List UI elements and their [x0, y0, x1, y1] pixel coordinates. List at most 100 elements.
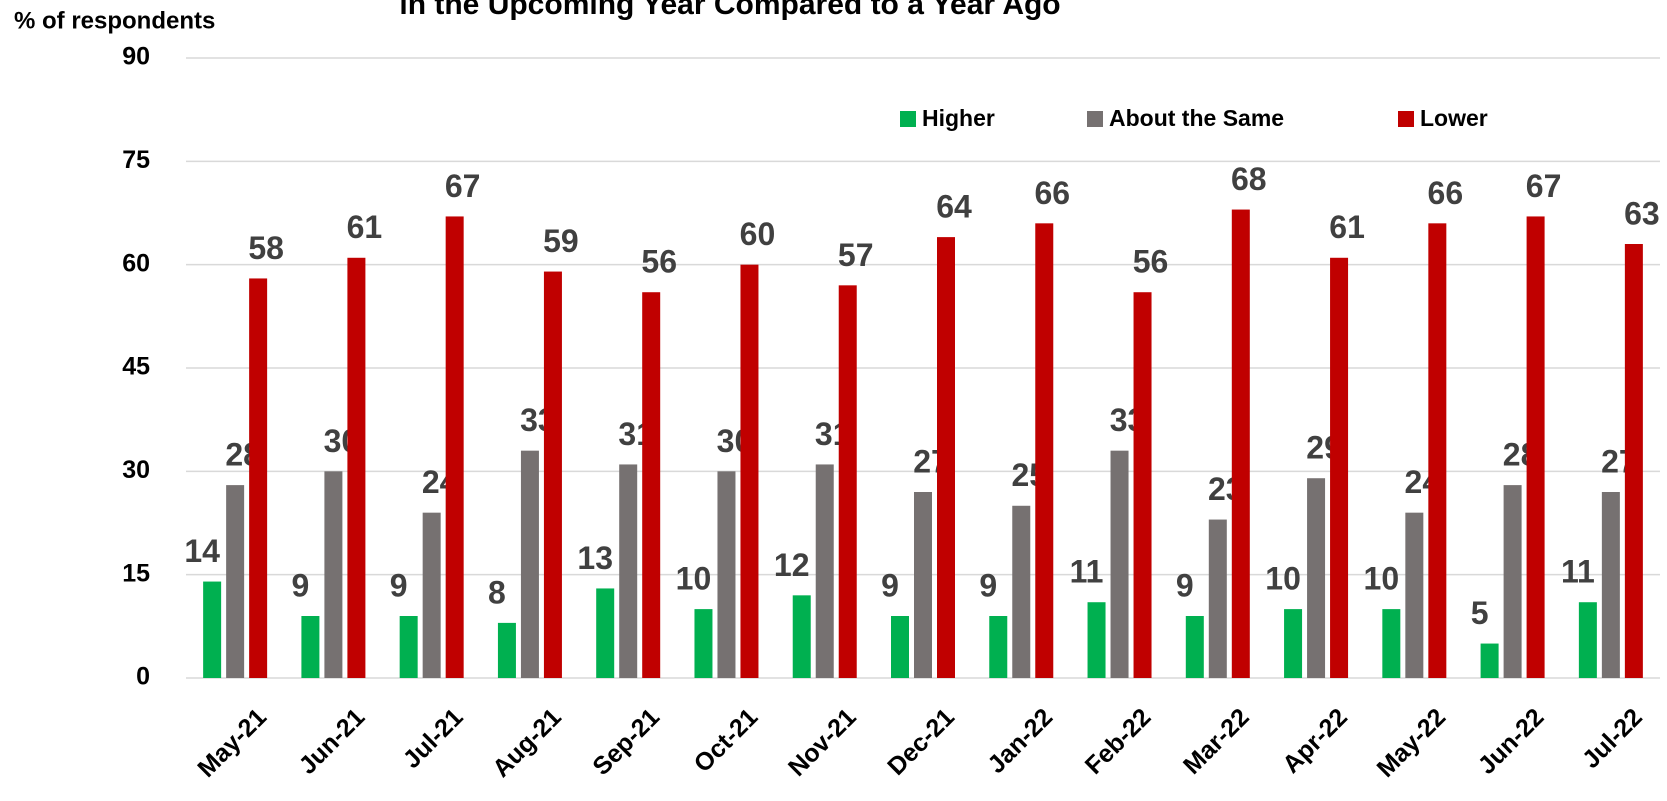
x-tick-label: Sep-21 [587, 703, 665, 781]
data-label: 8 [488, 574, 506, 610]
bar [642, 292, 661, 678]
bar [740, 264, 759, 678]
bar [1110, 450, 1129, 678]
bar [399, 616, 418, 678]
legend-label: Higher [922, 105, 995, 131]
data-label: 9 [390, 567, 408, 603]
data-label: 9 [1176, 567, 1194, 603]
data-label: 68 [1231, 161, 1267, 197]
bar [937, 237, 955, 678]
bar [324, 471, 343, 678]
bar [497, 622, 516, 678]
y-tick-label: 90 [122, 43, 150, 71]
bar [1428, 223, 1447, 679]
bar [914, 492, 932, 678]
bar [203, 581, 222, 678]
bar [792, 595, 811, 678]
bar [1284, 609, 1303, 678]
data-label: 67 [1526, 168, 1562, 204]
data-label: 11 [1561, 554, 1595, 590]
bar [838, 285, 857, 678]
data-label: 10 [1364, 561, 1400, 597]
y-tick-label: 15 [122, 559, 150, 587]
bar [226, 485, 245, 678]
x-tick-label: Jan-22 [982, 703, 1058, 779]
data-label: 66 [1034, 175, 1070, 211]
bar [1208, 519, 1227, 678]
y-tick-label: 45 [122, 353, 150, 381]
data-label: 9 [881, 567, 899, 603]
y-axis-label: % of respondents [14, 7, 215, 34]
data-label: 10 [1265, 561, 1301, 597]
data-label: 13 [577, 540, 613, 576]
x-tick-label: Jul-21 [398, 703, 469, 774]
legend-label: About the Same [1109, 105, 1284, 131]
data-label: 63 [1624, 195, 1660, 231]
data-label: 58 [248, 230, 284, 266]
bar [596, 588, 615, 678]
bar [347, 257, 366, 678]
bar [1231, 209, 1250, 679]
data-label: 56 [641, 244, 677, 280]
legend-swatch [1087, 111, 1103, 127]
data-label: 14 [184, 533, 220, 569]
x-tick-label: May-22 [1372, 703, 1452, 783]
bar [1601, 492, 1620, 678]
y-tick-label: 60 [122, 249, 150, 277]
x-tick-label: Jul-22 [1577, 703, 1648, 774]
data-label: 60 [740, 216, 776, 252]
y-tick-label: 0 [136, 663, 150, 691]
bar [891, 616, 909, 678]
bar [520, 450, 539, 678]
data-label: 9 [292, 567, 310, 603]
bar [1480, 643, 1499, 678]
bar [1578, 602, 1597, 678]
bar [1624, 244, 1643, 678]
bar [1382, 609, 1401, 678]
data-label: 59 [543, 223, 579, 259]
bar [989, 616, 1008, 678]
x-tick-label: Apr-22 [1277, 703, 1353, 779]
data-label: 11 [1070, 554, 1104, 590]
legend-swatch [900, 111, 916, 127]
data-label: 56 [1133, 244, 1169, 280]
data-label: 5 [1471, 595, 1489, 631]
bar [1307, 478, 1326, 678]
bar [1526, 216, 1545, 678]
y-tick-label: 30 [122, 456, 150, 484]
data-label: 64 [936, 189, 972, 225]
data-label: 67 [445, 168, 481, 204]
legend-label: Lower [1420, 105, 1488, 131]
data-label: 66 [1428, 175, 1464, 211]
data-label: 61 [1329, 209, 1365, 245]
x-tick-label: Nov-21 [783, 703, 862, 782]
bar [1133, 292, 1152, 678]
legend-swatch [1398, 111, 1414, 127]
bar [1330, 257, 1349, 678]
data-label: 57 [838, 237, 874, 273]
data-label: 12 [774, 547, 810, 583]
data-label: 10 [676, 561, 712, 597]
x-tick-label: Oct-21 [689, 703, 764, 778]
bar [445, 216, 464, 678]
bar [422, 512, 441, 678]
x-tick-label: Jun-21 [294, 703, 371, 780]
bar [1503, 485, 1522, 678]
bar [249, 278, 268, 678]
x-tick-label: Jun-22 [1473, 703, 1550, 780]
bar [619, 464, 638, 678]
bar [1405, 512, 1424, 678]
bar [301, 616, 320, 678]
data-label: 9 [979, 567, 997, 603]
bar [1185, 616, 1204, 678]
bar [717, 471, 736, 678]
y-tick-label: 75 [122, 146, 150, 174]
data-label: 61 [347, 209, 383, 245]
x-tick-label: Mar-22 [1178, 703, 1255, 780]
bar [815, 464, 834, 678]
x-tick-label: May-21 [192, 703, 272, 783]
bar [543, 271, 562, 678]
bar [1035, 223, 1054, 679]
bar [1087, 602, 1106, 678]
